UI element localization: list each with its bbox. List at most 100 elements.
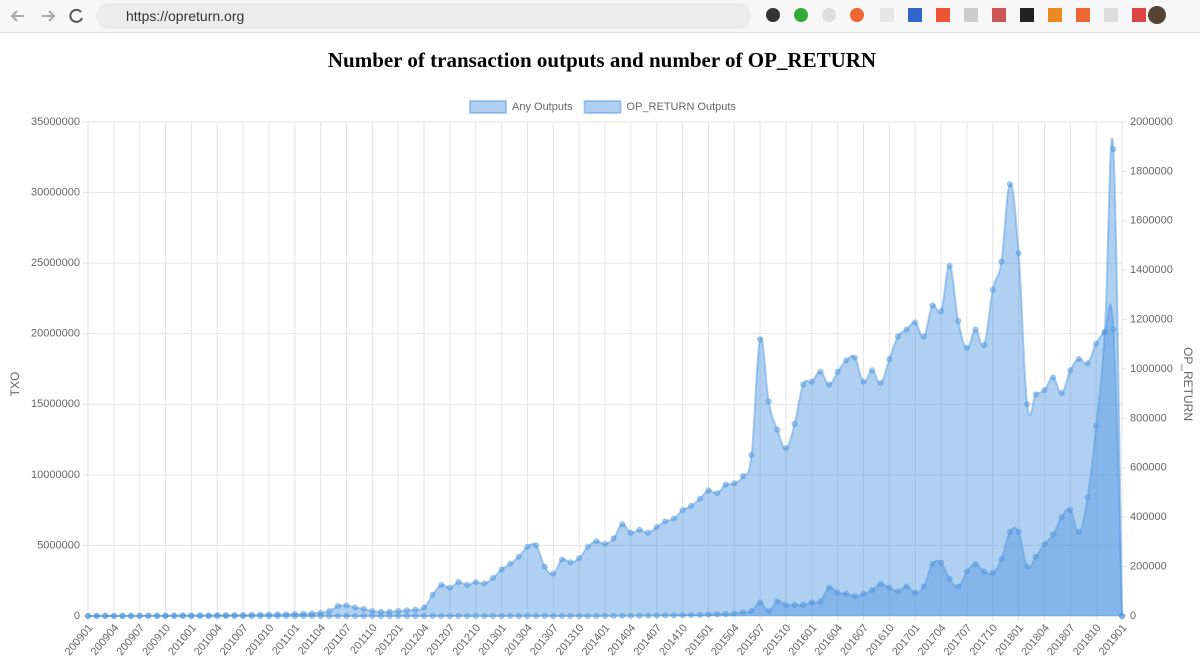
browser-toolbar: https://opreturn.org xyxy=(0,0,1200,33)
point xyxy=(877,380,884,387)
point xyxy=(843,590,850,597)
point xyxy=(515,612,522,620)
point xyxy=(127,612,135,620)
point xyxy=(532,612,540,620)
point xyxy=(291,610,298,618)
point xyxy=(912,319,919,326)
x-tick-label: 201010 xyxy=(244,622,277,658)
point xyxy=(610,535,617,542)
point xyxy=(782,601,790,608)
y-tick-label: 15000000 xyxy=(31,398,80,410)
point xyxy=(145,612,152,619)
point xyxy=(274,612,281,620)
point xyxy=(179,612,186,619)
y2-tick-label: 600000 xyxy=(1130,462,1167,474)
point xyxy=(627,529,634,536)
point xyxy=(937,308,945,315)
point xyxy=(748,607,755,615)
point xyxy=(145,612,152,620)
point xyxy=(119,612,126,620)
point xyxy=(231,612,238,620)
point xyxy=(963,344,971,351)
point xyxy=(136,612,143,619)
point xyxy=(429,591,436,598)
point xyxy=(127,612,135,619)
point xyxy=(352,612,359,620)
point xyxy=(748,451,755,459)
y2-tick-label: 0 xyxy=(1130,610,1136,622)
point xyxy=(705,487,712,494)
point xyxy=(722,610,729,618)
point xyxy=(1118,612,1126,620)
y-tick-label: 5000000 xyxy=(37,539,80,551)
line xyxy=(87,183,1123,617)
point xyxy=(541,612,548,620)
address-bar[interactable]: https://opreturn.org xyxy=(96,3,751,29)
x-tick-label: 201107 xyxy=(322,622,354,657)
point xyxy=(998,556,1005,563)
point xyxy=(972,326,979,333)
point xyxy=(550,612,557,620)
y2-tick-label: 1200000 xyxy=(1130,314,1173,326)
point xyxy=(920,583,927,590)
point xyxy=(472,612,479,620)
point xyxy=(877,580,884,587)
point xyxy=(308,612,316,620)
point xyxy=(757,336,764,343)
point xyxy=(326,612,333,620)
point xyxy=(834,589,841,596)
point xyxy=(713,611,721,618)
point xyxy=(981,341,988,349)
point xyxy=(696,611,703,618)
point xyxy=(825,381,833,388)
extension-icons[interactable] xyxy=(760,0,1200,32)
point xyxy=(644,612,652,619)
point xyxy=(825,584,833,591)
point xyxy=(360,612,367,620)
point xyxy=(343,602,350,609)
point xyxy=(257,612,264,620)
point xyxy=(507,560,514,567)
point xyxy=(326,607,333,615)
point xyxy=(774,598,781,605)
point xyxy=(205,612,212,619)
point xyxy=(963,568,971,575)
point xyxy=(412,606,419,613)
nav-buttons[interactable] xyxy=(0,0,90,32)
point xyxy=(869,586,876,594)
point xyxy=(532,542,540,549)
point xyxy=(817,598,824,605)
point xyxy=(791,420,798,428)
point xyxy=(153,612,161,619)
point xyxy=(920,333,927,340)
y-tick-label: 35000000 xyxy=(31,116,80,128)
y-tick-label: 0 xyxy=(74,610,80,622)
point xyxy=(489,574,497,581)
point xyxy=(541,563,548,570)
point xyxy=(1101,329,1108,336)
point xyxy=(869,367,876,374)
point xyxy=(567,559,574,566)
point xyxy=(946,575,953,583)
area xyxy=(88,138,1122,616)
point xyxy=(1024,401,1031,408)
chart-title: Number of transaction outputs and number… xyxy=(328,48,876,72)
point xyxy=(808,599,815,606)
point xyxy=(550,570,557,577)
legend-item: OP_RETURN Outputs xyxy=(583,100,736,114)
point xyxy=(489,612,497,620)
point xyxy=(989,569,996,576)
point xyxy=(403,612,410,620)
point xyxy=(524,543,531,550)
point xyxy=(731,480,738,487)
point xyxy=(308,610,316,617)
point xyxy=(395,607,402,615)
point xyxy=(627,612,634,619)
point xyxy=(567,612,574,620)
point xyxy=(843,357,850,364)
point xyxy=(955,583,962,590)
y-tick-label: 30000000 xyxy=(31,186,80,198)
point xyxy=(196,612,204,619)
point xyxy=(386,612,393,620)
